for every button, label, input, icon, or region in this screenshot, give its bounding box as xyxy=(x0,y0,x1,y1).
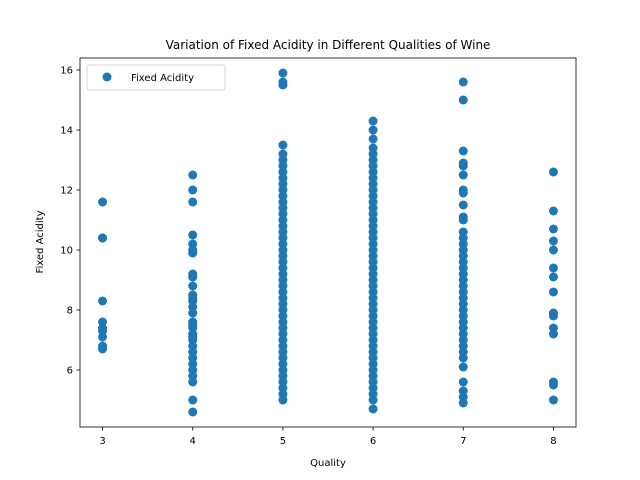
data-point xyxy=(458,170,468,180)
data-point xyxy=(458,377,468,387)
data-point xyxy=(458,158,468,168)
data-point xyxy=(98,296,108,306)
plot-area xyxy=(79,57,577,428)
y-tick-label: 10 xyxy=(60,246,73,257)
data-point xyxy=(278,77,288,87)
data-point xyxy=(548,263,558,273)
data-point xyxy=(188,239,198,249)
data-point xyxy=(278,68,288,78)
data-point xyxy=(548,323,558,333)
data-point xyxy=(98,233,108,243)
y-tick-label: 14 xyxy=(60,126,73,137)
y-axis: 6 8 10 12 14 16 xyxy=(60,66,80,377)
data-point xyxy=(548,224,558,234)
data-point xyxy=(98,197,108,207)
data-point xyxy=(98,341,108,351)
data-point xyxy=(548,377,558,387)
data-point xyxy=(368,404,378,414)
y-tick-label: 6 xyxy=(67,366,73,377)
data-point xyxy=(368,125,378,135)
data-point xyxy=(368,134,378,144)
x-tick-label: 7 xyxy=(460,436,466,447)
data-point xyxy=(548,167,558,177)
y-tick-label: 8 xyxy=(67,306,73,317)
data-point xyxy=(188,170,198,180)
data-point xyxy=(188,407,198,417)
data-point xyxy=(188,269,198,279)
data-point xyxy=(458,146,468,156)
chart-title: Variation of Fixed Acidity in Different … xyxy=(166,38,491,52)
data-point xyxy=(548,206,558,216)
data-point xyxy=(188,281,198,291)
legend-box xyxy=(86,64,226,91)
data-point xyxy=(98,317,108,327)
y-tick-label: 12 xyxy=(60,186,73,197)
data-point xyxy=(368,116,378,126)
data-point xyxy=(458,77,468,87)
data-point xyxy=(548,308,558,318)
x-tick-label: 6 xyxy=(370,436,376,447)
data-point xyxy=(278,140,288,150)
x-axis: 3 4 5 6 7 8 xyxy=(99,427,557,447)
legend-label: Fixed Acidity xyxy=(131,73,194,84)
data-point xyxy=(458,227,468,237)
data-point xyxy=(188,197,198,207)
scatter-points xyxy=(98,68,558,417)
data-point xyxy=(458,386,468,396)
data-point xyxy=(368,143,378,153)
x-tick-label: 3 xyxy=(99,436,105,447)
data-point xyxy=(458,362,468,372)
data-point xyxy=(188,230,198,240)
y-axis-label: Fixed Acidity xyxy=(35,210,46,273)
x-axis-label: Quality xyxy=(310,458,346,469)
data-point xyxy=(548,272,558,282)
data-point xyxy=(188,395,198,405)
x-tick-label: 5 xyxy=(280,436,286,447)
legend: Fixed Acidity xyxy=(86,64,226,91)
data-point xyxy=(458,185,468,195)
data-point xyxy=(188,290,198,300)
data-point xyxy=(188,317,198,327)
data-point xyxy=(548,395,558,405)
x-tick-label: 8 xyxy=(550,436,556,447)
data-point xyxy=(548,236,558,246)
legend-marker xyxy=(102,72,112,82)
data-point xyxy=(548,287,558,297)
data-point xyxy=(278,149,288,159)
data-point xyxy=(188,185,198,195)
x-tick-label: 4 xyxy=(190,436,196,447)
data-point xyxy=(458,212,468,222)
data-point xyxy=(458,95,468,105)
data-point xyxy=(458,200,468,210)
data-point xyxy=(548,245,558,255)
y-tick-label: 16 xyxy=(60,66,73,77)
